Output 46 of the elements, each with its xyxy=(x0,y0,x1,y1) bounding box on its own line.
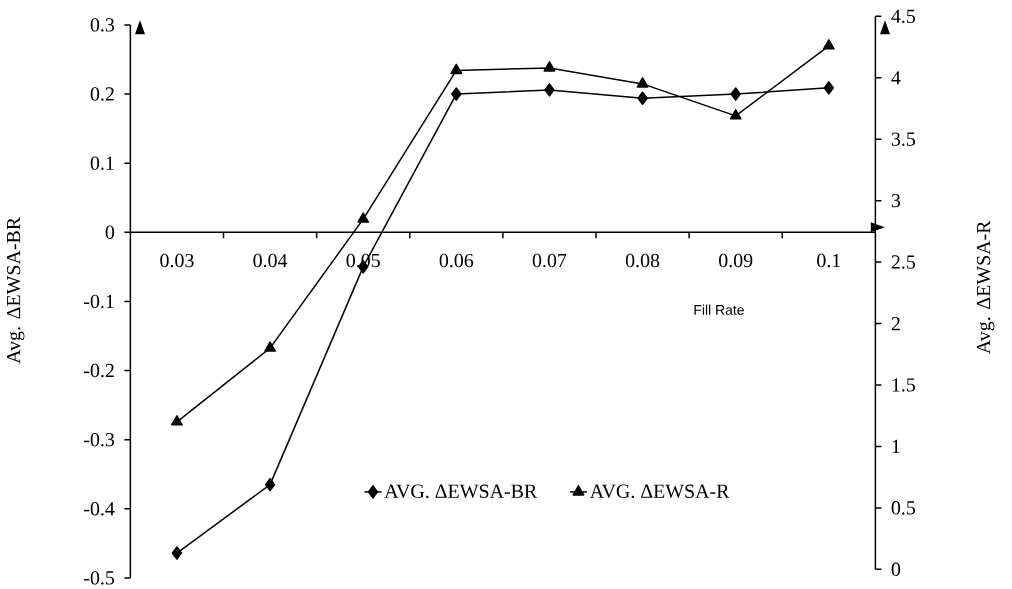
x-tick-label: 0.08 xyxy=(625,253,660,268)
x-tick-label: 0.1 xyxy=(817,253,841,268)
y2-tick-label: 2.5 xyxy=(891,255,916,269)
y2-tick-label: 3 xyxy=(891,193,901,208)
point xyxy=(451,87,462,101)
point xyxy=(729,109,742,120)
y2-tick-label: 4 xyxy=(891,71,901,85)
y-tick-label: -0.3 xyxy=(84,432,115,447)
x-tick-label: 0.03 xyxy=(160,253,194,268)
y2-axis-title: Avg. ΔEWSA-R xyxy=(976,220,995,354)
point xyxy=(730,87,741,101)
point xyxy=(637,91,648,105)
y-tick-label: -0.4 xyxy=(84,502,115,516)
x-axis-title: Fill Rate xyxy=(694,304,744,315)
point xyxy=(823,81,835,95)
y-tick-label: -0.2 xyxy=(84,363,114,378)
y2-tick-label: 2 xyxy=(891,316,900,331)
y2-tick-label: 0.5 xyxy=(891,501,916,515)
y-tick-label: 0.1 xyxy=(90,156,114,170)
point xyxy=(171,546,183,560)
x-tick-label: 0.09 xyxy=(719,253,753,268)
y-tick-label: 0 xyxy=(105,225,115,240)
y2-tick-label: 1.5 xyxy=(892,378,916,392)
y-axis-title: Avg. ΔEWSA-BR xyxy=(6,216,25,364)
point xyxy=(636,77,649,88)
point xyxy=(822,39,835,50)
point xyxy=(264,341,277,352)
y2-tick-label: 1 xyxy=(892,439,900,454)
y-tick-label: -0.1 xyxy=(84,294,114,309)
y2-tick-label: 4.5 xyxy=(891,9,916,24)
point xyxy=(171,415,183,426)
point xyxy=(544,83,555,97)
legend-label: AVG. ΔEWSA-BR xyxy=(384,484,538,499)
point xyxy=(357,212,370,223)
x-tick-label: 0.06 xyxy=(439,253,474,268)
y2-tick-label: 3.5 xyxy=(891,132,916,146)
point xyxy=(543,61,556,72)
point xyxy=(264,477,276,492)
y-tick-label: -0.5 xyxy=(84,571,115,585)
y-tick-label: 0.2 xyxy=(90,87,114,101)
y2-tick-label: 0 xyxy=(891,562,901,577)
legend-label: AVG. ΔEWSA-R xyxy=(589,484,730,499)
x-tick-label: 0.04 xyxy=(253,253,288,268)
point xyxy=(450,63,463,75)
x-tick-label: 0.07 xyxy=(532,253,567,268)
y-tick-label: 0.3 xyxy=(90,18,115,32)
